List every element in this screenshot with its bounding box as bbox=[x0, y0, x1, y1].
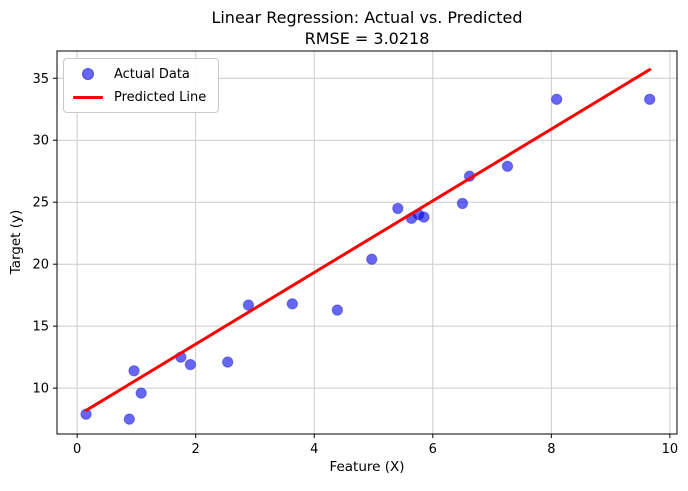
x-tick-label: 8 bbox=[547, 442, 555, 457]
scatter-point bbox=[242, 299, 255, 311]
scatter-point bbox=[456, 197, 469, 210]
y-axis-label: Target (y) bbox=[8, 209, 24, 275]
scatter-point bbox=[392, 202, 404, 215]
y-tick-label: 35 bbox=[32, 72, 49, 87]
scatter-point bbox=[184, 358, 197, 371]
y-tick-label: 30 bbox=[32, 134, 49, 149]
scatter-point bbox=[418, 211, 430, 223]
legend-item-predicted-line: Predicted Line bbox=[72, 87, 206, 107]
scatter-point bbox=[501, 160, 514, 172]
chart-title-line1: Linear Regression: Actual vs. Predicted bbox=[211, 8, 523, 27]
scatter-point bbox=[644, 93, 656, 106]
x-tick-label: 0 bbox=[73, 442, 81, 457]
regression-line bbox=[84, 68, 652, 412]
y-tick-label: 15 bbox=[32, 320, 49, 335]
chart-title: Linear Regression: Actual vs. Predicted … bbox=[57, 7, 677, 49]
x-tick-label: 6 bbox=[429, 442, 437, 457]
scatter-point bbox=[550, 93, 563, 106]
y-tick-label: 25 bbox=[32, 196, 49, 211]
scatter-point bbox=[123, 413, 136, 425]
y-tick-label: 10 bbox=[32, 382, 49, 397]
legend-item-actual-data: Actual Data bbox=[72, 64, 206, 84]
scatter-point bbox=[331, 304, 344, 316]
plot-frame bbox=[56, 50, 678, 435]
x-tick-label: 4 bbox=[310, 442, 318, 457]
y-tick-label: 20 bbox=[32, 258, 49, 273]
x-tick-label: 10 bbox=[662, 442, 679, 457]
legend-label: Predicted Line bbox=[114, 89, 207, 105]
line-marker-icon bbox=[73, 95, 103, 99]
scatter-point bbox=[128, 365, 140, 377]
scatter-point bbox=[366, 253, 378, 265]
legend-label: Actual Data bbox=[114, 66, 190, 82]
legend-swatch bbox=[72, 95, 104, 99]
x-tick-label: 2 bbox=[192, 442, 200, 457]
scatter-point bbox=[222, 356, 234, 368]
scatter-marker-icon bbox=[82, 68, 94, 80]
scatter-point bbox=[286, 298, 299, 310]
chart-title-line2: RMSE = 3.0218 bbox=[304, 29, 430, 48]
x-axis-label: Feature (X) bbox=[329, 459, 405, 475]
legend-swatch bbox=[72, 68, 104, 80]
scatter-point bbox=[135, 387, 147, 399]
legend: Actual Data Predicted Line bbox=[63, 58, 220, 113]
